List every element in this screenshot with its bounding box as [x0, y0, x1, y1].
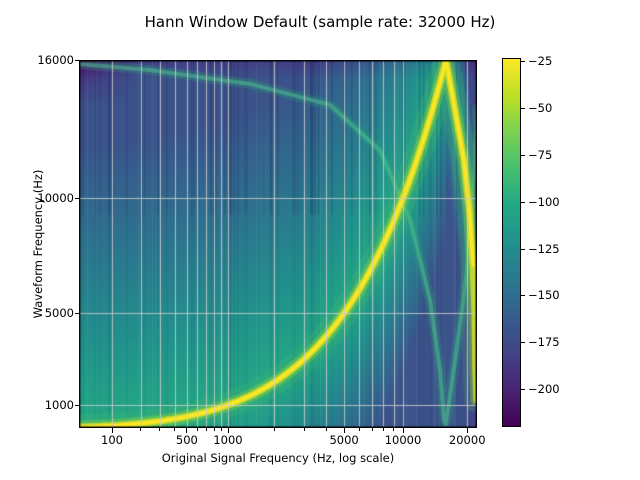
chart-title: Hann Window Default (sample rate: 32000 … — [144, 13, 496, 31]
colorbar-tick-mark — [521, 154, 525, 156]
y-tick-mark — [75, 197, 79, 199]
colorbar-tick-label: −50 — [528, 101, 553, 116]
x-tick-label: 20000 — [448, 433, 486, 447]
y-tick-mark — [75, 312, 79, 314]
colorbar-tick-label: −75 — [528, 147, 553, 162]
x-tick-mark — [402, 428, 404, 433]
x-minor-tick-mark — [325, 428, 327, 431]
x-minor-tick-mark — [213, 428, 215, 431]
x-minor-tick-mark — [358, 428, 360, 431]
x-tick-label: 5000 — [329, 433, 359, 447]
x-tick-label: 500 — [175, 433, 198, 447]
colorbar-tick-label: −100 — [528, 194, 560, 209]
y-tick-mark — [75, 59, 79, 61]
y-tick-label: 5000 — [44, 305, 74, 320]
colorbar-tick-mark — [521, 342, 525, 344]
x-minor-tick-mark — [159, 428, 161, 431]
colorbar-tick-label: −150 — [528, 288, 560, 303]
x-tick-mark — [111, 428, 113, 433]
colorbar-tick-label: −200 — [528, 382, 560, 397]
colorbar-tick-mark — [521, 201, 525, 203]
y-tick-label: 1000 — [44, 397, 74, 412]
x-minor-tick-mark — [303, 428, 305, 431]
heatmap-plot-area — [79, 60, 477, 428]
x-tick-mark — [343, 428, 345, 433]
colorbar-tick-mark — [521, 108, 525, 110]
x-minor-tick-mark — [371, 428, 373, 431]
x-tick-label: 100 — [101, 433, 123, 447]
y-tick-mark — [75, 404, 79, 406]
x-minor-tick-mark — [220, 428, 222, 431]
x-axis-label: Original Signal Frequency (Hz, log scale… — [161, 451, 395, 465]
colorbar-tick-label: −25 — [528, 54, 553, 69]
x-tick-label: 1000 — [213, 433, 243, 447]
colorbar-tick-mark — [521, 389, 525, 391]
x-tick-mark — [227, 428, 229, 433]
x-tick-mark — [186, 428, 188, 433]
y-tick-label: 16000 — [37, 52, 74, 67]
x-minor-tick-mark — [205, 428, 207, 431]
x-minor-tick-mark — [393, 428, 395, 431]
colorbar-tick-mark — [521, 61, 525, 63]
colorbar — [502, 58, 521, 427]
x-tick-mark — [466, 428, 468, 433]
colorbar-tick-label: −175 — [528, 335, 560, 350]
colorbar-tick-mark — [521, 295, 525, 297]
x-minor-tick-mark — [382, 428, 384, 431]
x-minor-tick-mark — [273, 428, 275, 431]
colorbar-tick-mark — [521, 248, 525, 250]
y-tick-label: 10000 — [37, 190, 74, 205]
x-minor-tick-mark — [174, 428, 176, 431]
colorbar-tick-label: −125 — [528, 241, 560, 256]
x-tick-label: 10000 — [384, 433, 422, 447]
x-minor-tick-mark — [196, 428, 198, 431]
x-minor-tick-mark — [140, 428, 142, 431]
